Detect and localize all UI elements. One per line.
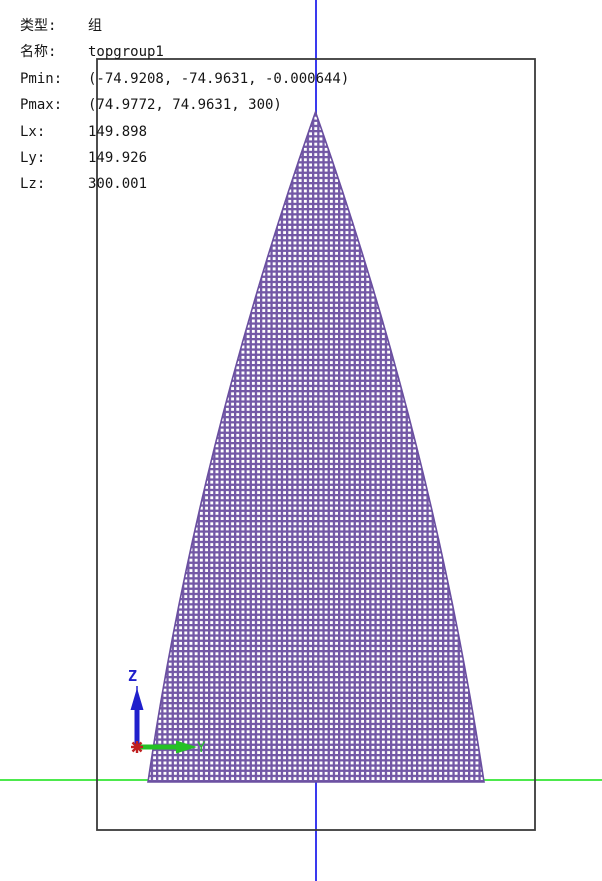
info-label-name: 名称: bbox=[20, 44, 57, 61]
info-label-pmax: Pmax: bbox=[20, 97, 63, 114]
triad-z-label: Z bbox=[128, 667, 137, 685]
info-value-lx: 149.898 bbox=[88, 123, 148, 140]
info-row-pmax: Pmax: (74.9772, 74.9631, 300) bbox=[20, 92, 349, 118]
info-row-lx: Lx: 149.898 bbox=[20, 119, 349, 145]
info-row-type: 类型: 组 bbox=[20, 13, 349, 39]
info-value-ly: 149.926 bbox=[88, 149, 148, 166]
info-row-pmin: Pmin: (-74.9208, -74.9631, -0.000644) bbox=[20, 66, 349, 92]
axis-triad: Z Y bbox=[128, 667, 206, 756]
info-value-name: topgroup1 bbox=[88, 44, 164, 61]
info-row-ly: Ly: 149.926 bbox=[20, 145, 349, 171]
triad-origin-marker-icon bbox=[131, 741, 143, 753]
triad-y-label: Y bbox=[197, 740, 206, 756]
info-label-lz: Lz: bbox=[20, 176, 46, 193]
object-info-panel: 类型: 组 名称: topgroup1 Pmin: (-74.9208, -74… bbox=[20, 13, 349, 198]
info-value-lz: 300.001 bbox=[88, 176, 148, 193]
info-value-pmin: (-74.9208, -74.9631, -0.000644) bbox=[88, 70, 350, 87]
bounding-box bbox=[96, 58, 536, 831]
info-row-name: 名称: topgroup1 bbox=[20, 39, 349, 65]
cone-mesh-object[interactable] bbox=[147, 109, 485, 783]
info-label-lx: Lx: bbox=[20, 123, 46, 140]
info-label-pmin: Pmin: bbox=[20, 70, 63, 87]
info-label-ly: Ly: bbox=[20, 149, 46, 166]
info-row-lz: Lz: 300.001 bbox=[20, 171, 349, 197]
triad-z-arrowhead-icon bbox=[130, 688, 144, 710]
info-value-pmax: (74.9772, 74.9631, 300) bbox=[88, 97, 282, 114]
info-value-type: 组 bbox=[88, 18, 102, 34]
info-label-type: 类型: bbox=[20, 18, 57, 34]
triad-y-arrowhead-icon bbox=[176, 740, 197, 754]
